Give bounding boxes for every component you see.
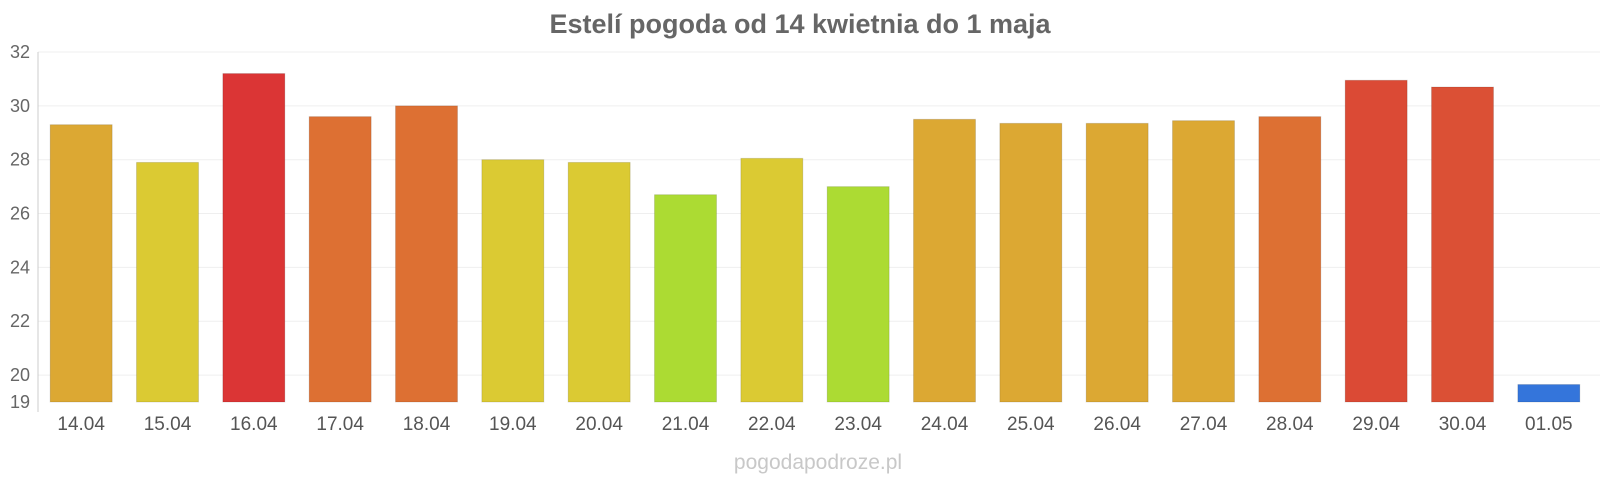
bar-18.04 [395,105,458,403]
bar-19.04 [481,159,545,403]
x-tick-label: 22.04 [748,414,796,435]
y-tick-label: 28 [10,150,30,170]
x-tick-label: 28.04 [1266,414,1314,435]
chart-title: Estelí pogoda od 14 kwietnia do 1 maja [549,9,1051,39]
y-axis-ticks: 19 20 22 24 26 28 30 32 [10,42,30,412]
bar-22.04 [740,157,804,403]
x-axis-ticks: 14.04 15.04 16.04 17.04 18.04 19.04 20.04 21.04… [57,414,1572,435]
x-tick-label: 26.04 [1093,414,1141,435]
x-tick-label: 30.04 [1439,414,1487,435]
bar-14.04 [49,124,113,403]
x-tick-label: 25.04 [1007,414,1055,435]
y-tick-label: 32 [10,42,30,62]
y-tick-label: 24 [10,257,30,277]
bar-24.04 [913,118,976,403]
gridlines [38,51,1600,376]
y-tick-label: 22 [10,311,30,331]
bar-01.05 [1517,384,1581,403]
bar-16.04 [222,73,286,403]
bar-26.04 [1085,122,1149,403]
bar-20.04 [567,161,631,403]
bar-27.04 [1172,120,1235,403]
watermark: pogodapodroze.pl [734,451,902,474]
bar-23.04 [826,186,890,403]
bar-25.04 [999,122,1063,403]
x-tick-label: 21.04 [662,414,710,435]
bar-17.04 [308,116,372,403]
bar-15.04 [136,161,199,403]
x-tick-label: 18.04 [403,414,451,435]
y-tick-label: 20 [10,365,30,385]
x-tick-label: 01.05 [1525,414,1573,435]
x-tick-label: 29.04 [1352,414,1400,435]
x-tick-label: 27.04 [1180,414,1228,435]
x-tick-label: 20.04 [575,414,623,435]
y-tick-label: 19 [10,392,30,412]
x-tick-label: 17.04 [316,414,364,435]
bar-21.04 [654,194,717,403]
bar-28.04 [1258,116,1322,403]
x-tick-label: 14.04 [57,414,105,435]
bar-30.04 [1431,86,1494,403]
bar-29.04 [1344,79,1408,403]
x-tick-label: 15.04 [144,414,192,435]
y-tick-label: 30 [10,96,30,116]
x-tick-label: 16.04 [230,414,278,435]
x-tick-label: 19.04 [489,414,537,435]
bars [49,73,1581,403]
x-tick-label: 23.04 [834,414,882,435]
y-tick-label: 26 [10,204,30,224]
x-tick-label: 24.04 [921,414,969,435]
